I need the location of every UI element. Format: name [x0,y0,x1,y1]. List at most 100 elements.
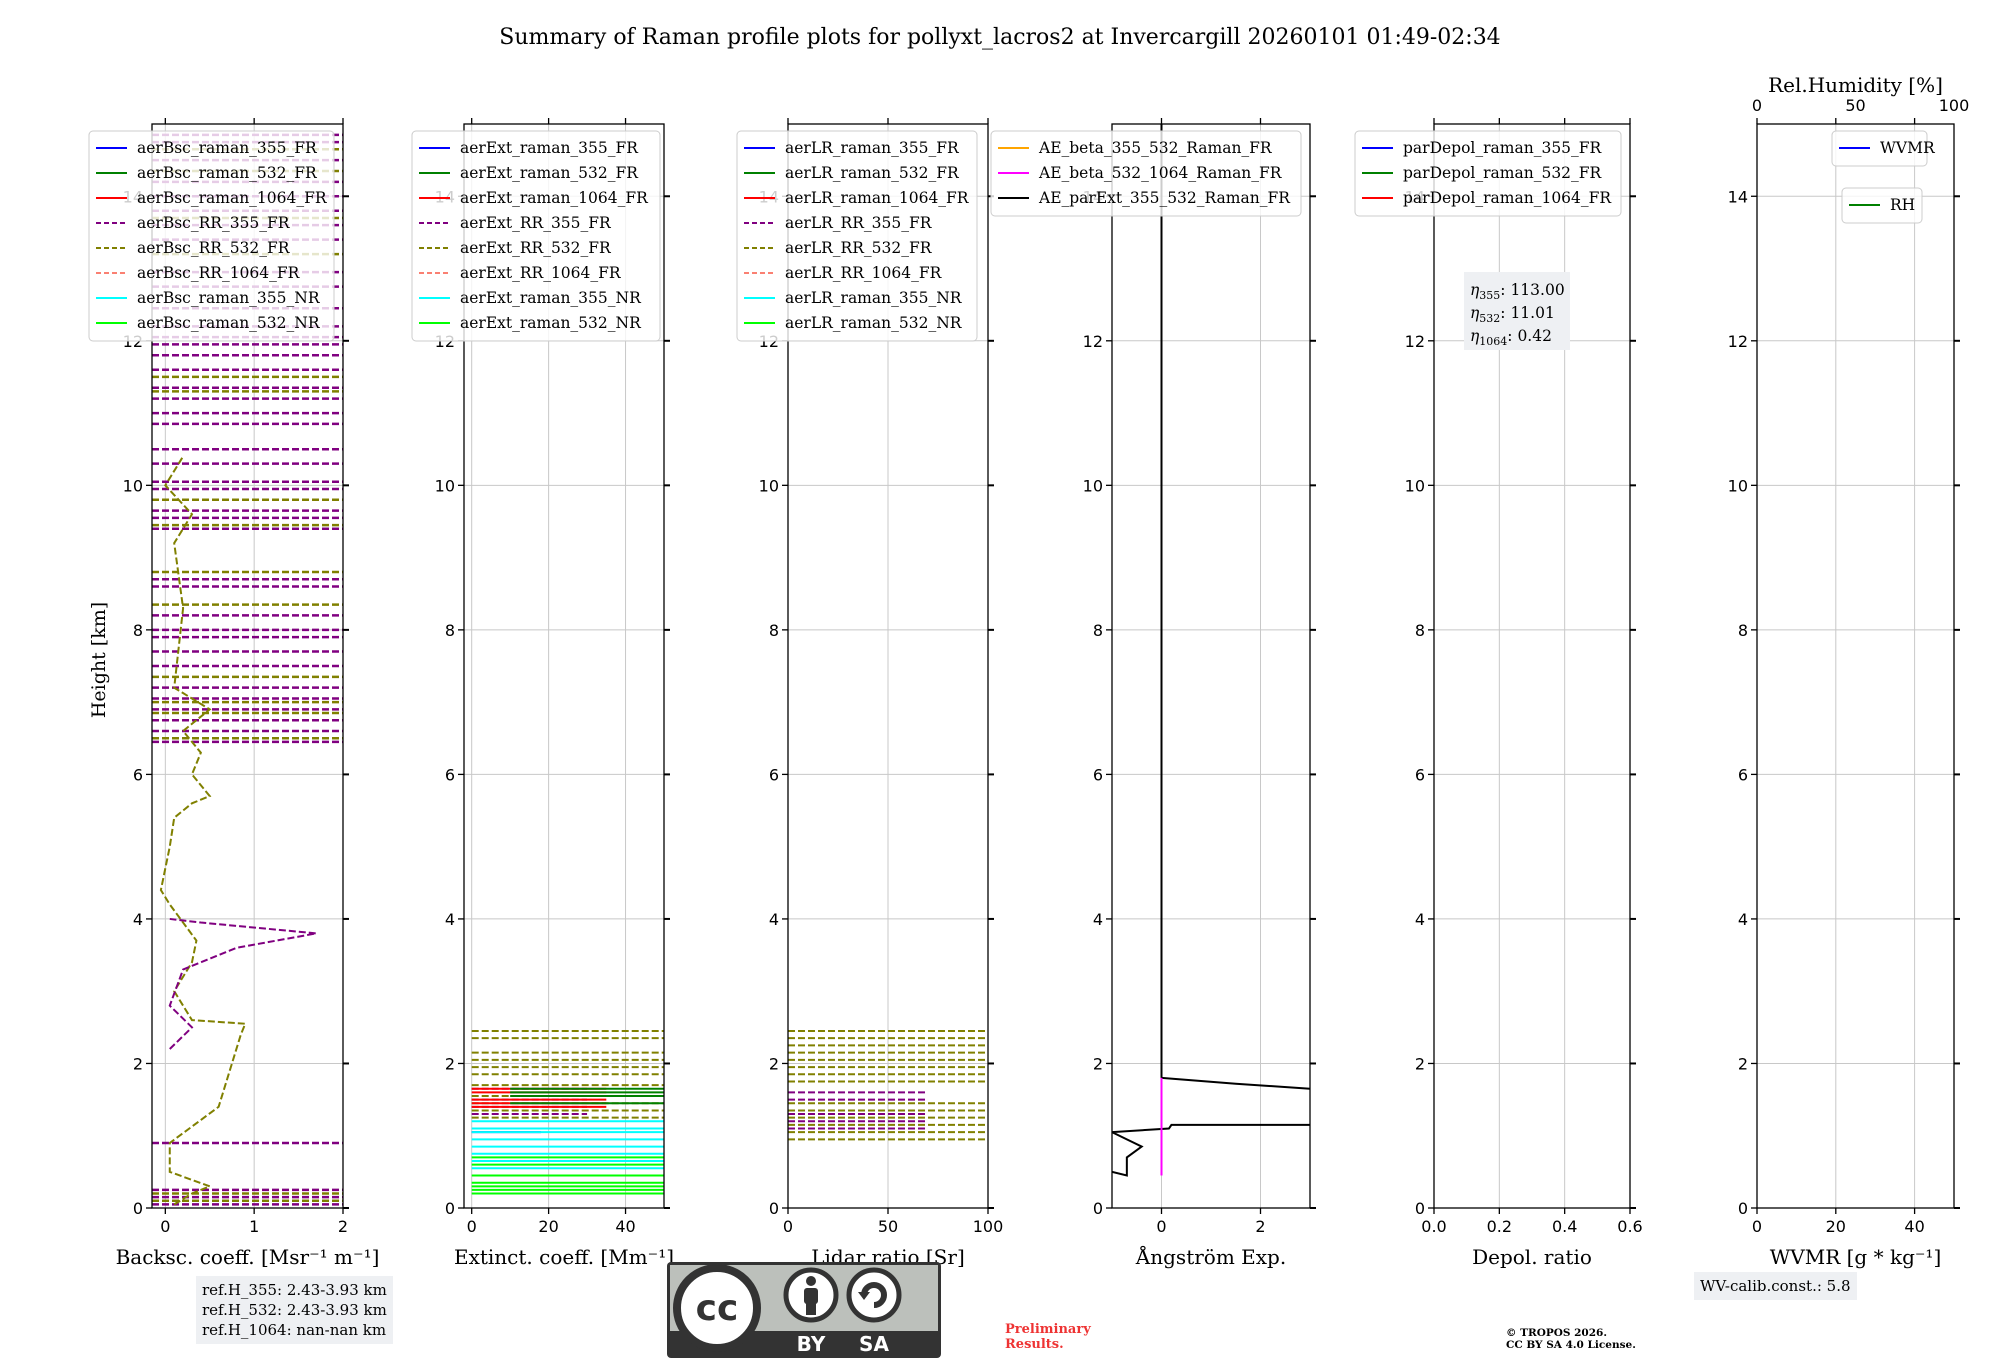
legend-label: RH [1890,196,1915,214]
y-tick-label: 6 [133,765,143,784]
axes-frame [1111,123,1311,1209]
legend-label: aerLR_RR_1064_FR [785,264,943,282]
series-aerBsc_RR_355_FR [168,917,317,1050]
y-tick-label: 10 [1728,476,1748,495]
legend-label: aerLR_raman_355_FR [785,139,960,157]
eta-annotation: η355: 113.00 [1470,281,1565,302]
y-tick-label: 4 [1093,910,1103,929]
panel-wv: 0 2 4 6 8 10 12 14 0 20 40 WVMR [g * kg⁻¹] 0 50 100Rel… [1728,73,1970,1269]
legend-frame [411,130,661,342]
legend-label: parDepol_raman_1064_FR [1403,189,1612,207]
x-axis-label-bsc: Backsc. coeff. [Msr⁻¹ m⁻¹] [116,1245,380,1269]
x-tick-label: 40 [1904,1217,1924,1236]
y-tick-label: 6 [1738,765,1748,784]
y-tick-label: 6 [445,765,455,784]
y-axis-label: Height [km] [88,602,110,718]
y-tick-label: 2 [445,1054,455,1073]
legend-label: aerBsc_RR_1064_FR [137,264,301,282]
annotation-frame [1464,272,1570,350]
series-AE_parExt_355_532_Raman_FR [1112,1123,1310,1177]
legend-label: aerLR_RR_355_FR [785,214,933,232]
ref-heights-box: ref.H_355: 2.43-3.93 km ref.H_532: 2.43-… [196,1276,393,1344]
top-x-tick-label: 0 [1752,96,1762,115]
legend-lr: aerLR_raman_355_FR aerLR_raman_532_FR aerL… [736,130,978,342]
legend-frame [736,130,978,342]
x-tick-label: 0.0 [1421,1217,1446,1236]
y-tick-label: 6 [1415,765,1425,784]
y-tick-label: 10 [1083,476,1103,495]
legend-label: aerExt_raman_355_NR [460,289,642,307]
legend-label: aerExt_raman_355_FR [460,139,639,157]
preliminary-note: Preliminary Results. [1005,1322,1091,1352]
y-tick-label: 2 [133,1054,143,1073]
copyright-note: © TROPOS 2026. CC BY SA 4.0 License. [1506,1327,1636,1351]
x-tick-label: 50 [878,1217,898,1236]
legend-label: AE_beta_355_532_Raman_FR [1038,139,1273,157]
legend-label: aerLR_raman_1064_FR [785,189,970,207]
legend-label: aerBsc_RR_532_FR [137,239,291,257]
top-x-tick-label: 100 [1939,96,1970,115]
legend-frame [1841,187,1923,224]
x-tick-label: 0 [160,1217,170,1236]
top-x-axis-label: Rel.Humidity [%] [1768,73,1943,97]
y-tick-label: 4 [1738,910,1748,929]
legend-frame [88,130,335,342]
legend-label: WVMR [1880,139,1936,157]
legend-frame [990,130,1302,217]
legend-label: aerLR_raman_355_NR [785,289,963,307]
legend-wv-rh: RH [1841,187,1923,224]
legend-label: aerBsc_raman_1064_FR [137,189,328,207]
y-tick-label: 10 [123,476,143,495]
x-tick-label: 1 [249,1217,259,1236]
legend-wv: WVMR [1831,130,1936,167]
top-x-tick-label: 50 [1845,96,1865,115]
y-tick-label: 12 [1083,332,1103,351]
cc-logo-icon [673,1264,761,1352]
y-tick-label: 2 [769,1054,779,1073]
y-tick-label: 0 [1415,1199,1425,1218]
y-tick-label: 4 [769,910,779,929]
eta-annotation: η532: 11.01 [1470,304,1555,325]
y-tick-label: 12 [1728,332,1748,351]
panel-ae: 0246810121402Ångström Exp.AE_beta_355_53… [990,118,1316,1269]
x-tick-label: 0.6 [1617,1217,1642,1236]
legend-frame [1354,130,1622,217]
series-aerBsc_RR_532_FR [159,455,247,1206]
cc-logo-text: cc [696,1288,739,1329]
legend-label: aerLR_raman_532_NR [785,314,963,332]
eta-annotation: η1064: 0.42 [1470,327,1552,348]
y-tick-label: 4 [133,910,143,929]
y-tick-label: 0 [445,1199,455,1218]
x-axis-label-ae: Ångström Exp. [1135,1244,1286,1269]
x-tick-label: 0 [1156,1217,1166,1236]
x-axis-label-wv: WVMR [g * kg⁻¹] [1770,1245,1942,1269]
x-axis-label-ext: Extinct. coeff. [Mm⁻¹] [454,1245,674,1269]
x-tick-label: 0 [1752,1217,1762,1236]
legend-label: parDepol_raman_355_FR [1403,139,1603,157]
y-tick-label: 4 [445,910,455,929]
y-tick-label: 4 [1415,910,1425,929]
x-tick-label: 20 [538,1217,558,1236]
y-tick-label: 6 [769,765,779,784]
legend-label: aerBsc_raman_355_FR [137,139,318,157]
legend-frame [1831,130,1928,167]
data-layer [1112,124,1310,1177]
legend-label: AE_parExt_355_532_Raman_FR [1038,189,1291,207]
x-axis-label-depol: Depol. ratio [1472,1245,1592,1269]
axes-frame [151,123,344,1209]
legend-label: aerExt_raman_532_FR [460,164,639,182]
x-tick-label: 2 [1255,1217,1265,1236]
legend-bsc: aerBsc_raman_355_FR aerBsc_raman_532_FRae… [88,130,335,342]
legend-ext: aerExt_raman_355_FR aerExt_raman_532_FRae… [411,130,661,342]
y-tick-label: 8 [769,621,779,640]
legend-label: aerExt_RR_1064_FR [460,264,622,282]
x-tick-label: 40 [615,1217,635,1236]
legend-label: aerLR_RR_532_FR [785,239,933,257]
legend-label: aerBsc_raman_355_NR [137,289,321,307]
y-tick-label: 10 [435,476,455,495]
y-tick-label: 8 [1415,621,1425,640]
by-label: BY [797,1332,826,1356]
wv-calib-box: WV-calib.const.: 5.8 [1694,1272,1857,1300]
